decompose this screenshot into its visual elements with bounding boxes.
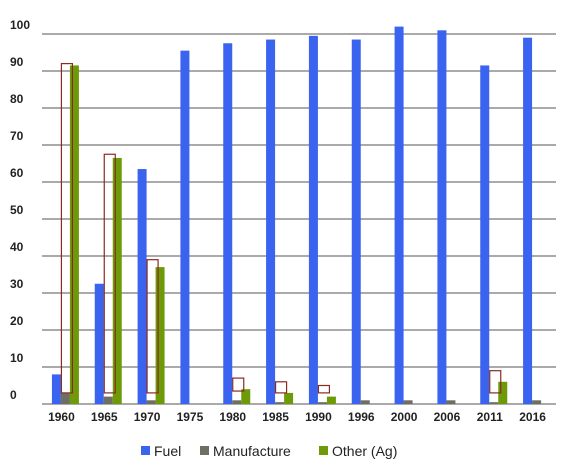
x-tick-label: 1985 [262, 410, 289, 424]
legend-label: Manufacture [213, 443, 291, 459]
bar-manufacture-1960 [60, 392, 70, 404]
bar-other-ag--1970 [155, 267, 165, 404]
bar-fuel-1965 [94, 283, 104, 404]
bar-other-ag--1960 [69, 65, 79, 404]
x-axis-ticks: 1960 1965 1970 1975 1980 1985 1990 1996 2000 2006… [48, 410, 546, 424]
bar-fuel-2006 [437, 30, 447, 405]
legend-swatch [141, 446, 150, 455]
bar-fuel-1975 [180, 50, 190, 405]
outline-box-1960 [60, 62, 74, 394]
y-tick-label: 30 [10, 277, 24, 291]
x-tick-label: 2006 [434, 410, 461, 424]
outline-box-1985 [274, 381, 288, 394]
bar-fuel-1996 [351, 39, 361, 405]
y-tick-label: 70 [10, 129, 24, 143]
legend-label: Fuel [154, 443, 181, 459]
bars [51, 26, 542, 405]
outline-box-2011 [489, 370, 502, 394]
bar-manufacture-1970 [146, 400, 156, 404]
bar-fuel-1985 [266, 39, 276, 405]
bar-fuel-1980 [223, 43, 233, 404]
bar-fuel-2000 [394, 26, 404, 404]
x-tick-label: 1990 [305, 410, 332, 424]
legend: Fuel Manufacture Other (Ag) [141, 443, 397, 459]
x-tick-label: 1970 [134, 410, 161, 424]
bar-fuel-1960 [51, 374, 61, 404]
outline-box-1990 [317, 384, 331, 394]
y-tick-label: 0 [10, 388, 17, 402]
bar-manufacture-1985 [275, 402, 285, 404]
y-tick-label: 90 [10, 55, 24, 69]
bar-manufacture-2016 [532, 400, 542, 404]
y-tick-label: 20 [10, 314, 24, 328]
x-tick-label: 2011 [477, 410, 503, 424]
bar-manufacture-1990 [317, 402, 327, 404]
y-tick-label: 50 [10, 203, 24, 217]
bar-manufacture-1996 [360, 400, 370, 404]
bar-fuel-1990 [308, 35, 318, 404]
legend-label: Other (Ag) [332, 443, 397, 459]
gridlines [42, 33, 556, 405]
bar-fuel-2011 [480, 65, 490, 404]
y-tick-label: 100 [10, 18, 30, 32]
bar-manufacture-2011 [489, 402, 499, 404]
bar-other-ag--2011 [498, 381, 508, 404]
bar-fuel-1970 [137, 169, 147, 404]
y-tick-label: 10 [10, 351, 24, 365]
bar-other-ag--1990 [326, 396, 336, 404]
bar-fuel-2016 [523, 37, 533, 404]
x-tick-label: 1965 [91, 410, 118, 424]
bar-manufacture-2006 [446, 400, 456, 404]
y-axis-ticks: 0 10 20 30 40 50 60 70 80 90 100 [10, 18, 30, 402]
x-tick-label: 2016 [519, 410, 546, 424]
outline-box-1965 [103, 153, 116, 394]
legend-swatch [319, 446, 328, 455]
bar-manufacture-1980 [232, 400, 242, 404]
y-tick-label: 60 [10, 166, 24, 180]
y-tick-label: 40 [10, 240, 24, 254]
bar-other-ag--1985 [284, 392, 294, 404]
x-tick-label: 1960 [48, 410, 75, 424]
bar-manufacture-2000 [403, 400, 413, 404]
y-tick-label: 80 [10, 92, 24, 106]
x-tick-label: 2000 [391, 410, 418, 424]
x-tick-label: 1980 [219, 410, 246, 424]
x-tick-label: 1975 [177, 410, 204, 424]
legend-swatch [200, 446, 209, 455]
x-tick-label: 1996 [348, 410, 375, 424]
outline-boxes [60, 62, 502, 394]
bar-manufacture-1965 [103, 396, 113, 404]
bar-other-ag--1965 [112, 157, 122, 404]
outline-box-1970 [146, 259, 159, 394]
outline-box-1980 [232, 377, 245, 392]
bar-other-ag--1980 [241, 389, 251, 404]
